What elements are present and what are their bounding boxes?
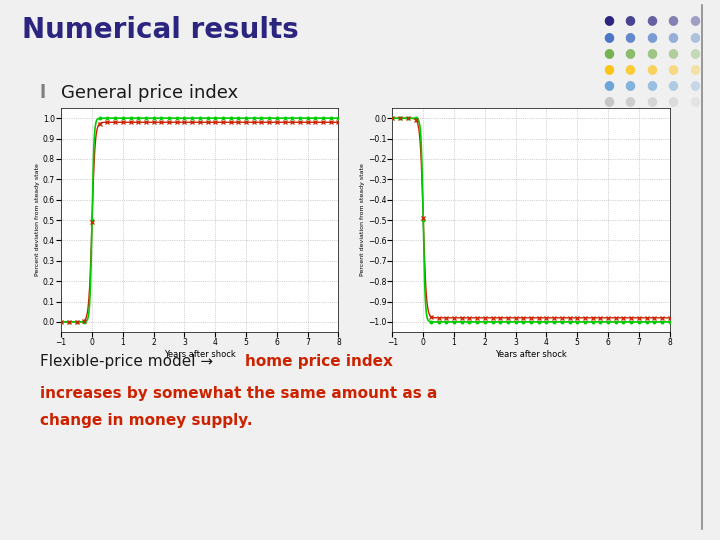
Text: ●: ● [667, 30, 679, 43]
Text: home price index: home price index [245, 354, 392, 369]
Text: ●: ● [646, 94, 657, 107]
Text: General price index: General price index [61, 84, 238, 102]
Text: Numerical results: Numerical results [22, 16, 298, 44]
Text: ●: ● [646, 78, 657, 91]
Text: ●: ● [667, 46, 679, 59]
Text: ●: ● [603, 30, 614, 43]
Text: ●: ● [624, 78, 636, 91]
Text: ●: ● [624, 30, 636, 43]
X-axis label: Years after shock: Years after shock [495, 350, 567, 359]
Text: ●: ● [646, 30, 657, 43]
Text: ●: ● [603, 78, 614, 91]
Text: ●: ● [603, 94, 614, 107]
Text: ●: ● [624, 46, 636, 59]
Text: ●: ● [667, 14, 679, 26]
Text: ●: ● [689, 30, 701, 43]
X-axis label: Years after shock: Years after shock [164, 350, 235, 359]
Text: ●: ● [667, 78, 679, 91]
Text: ●: ● [667, 62, 679, 75]
Text: increases by somewhat the same amount as a: increases by somewhat the same amount as… [40, 386, 437, 401]
Text: ●: ● [624, 14, 636, 26]
Text: ●: ● [646, 46, 657, 59]
Text: ●: ● [689, 62, 701, 75]
Text: ●: ● [667, 94, 679, 107]
Text: ●: ● [689, 46, 701, 59]
Text: ●: ● [624, 94, 636, 107]
Text: ●: ● [689, 14, 701, 26]
Text: ●: ● [689, 78, 701, 91]
Text: ●: ● [603, 46, 614, 59]
Text: ●: ● [603, 14, 614, 26]
Text: change in money supply.: change in money supply. [40, 413, 252, 428]
Text: Flexible-price model →: Flexible-price model → [40, 354, 217, 369]
Y-axis label: Percent deviation from steady state: Percent deviation from steady state [360, 164, 365, 276]
Text: ●: ● [624, 62, 636, 75]
Text: ●: ● [689, 94, 701, 107]
Text: l: l [40, 84, 46, 102]
Y-axis label: Percent deviation from steady state: Percent deviation from steady state [35, 164, 40, 276]
Text: ●: ● [603, 62, 614, 75]
Text: ●: ● [646, 62, 657, 75]
Text: ●: ● [646, 14, 657, 26]
